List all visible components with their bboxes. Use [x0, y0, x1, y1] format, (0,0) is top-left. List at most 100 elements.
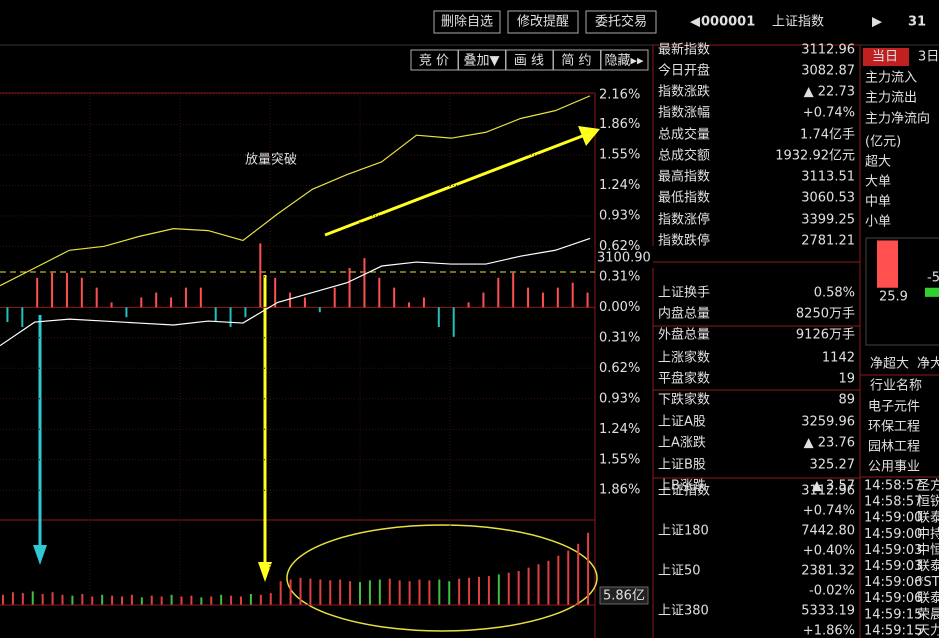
- volume-bar: [249, 593, 252, 605]
- volume-bar: [368, 580, 371, 605]
- quote-label: 外盘总量: [658, 327, 710, 343]
- volume-bar: [11, 592, 14, 605]
- y-tick-label: 2.16%: [599, 87, 640, 102]
- volume-bar: [438, 579, 441, 605]
- trade-name: 圣方: [917, 478, 939, 494]
- volume-bar: [309, 578, 312, 605]
- flow-bar-name: 净超大: [870, 357, 909, 372]
- trade-time: 14:59:00: [864, 527, 922, 542]
- bar-box: [865, 237, 939, 346]
- quote-value: 3082.87: [801, 64, 855, 79]
- quote-value: 3060.53: [801, 191, 855, 206]
- trade-name: 联泰: [917, 511, 939, 526]
- volume-bar: [101, 594, 104, 605]
- breadth-bar: [482, 292, 485, 308]
- y-tick-label: 0.31%: [599, 330, 640, 345]
- price-line: [0, 237, 591, 347]
- breadth-bar: [199, 287, 202, 308]
- breadth-bar: [289, 292, 292, 308]
- breadth-bar: [452, 307, 455, 337]
- breadth-bar: [318, 307, 321, 313]
- tool-label[interactable]: 隐藏▸▸: [604, 54, 644, 69]
- volume-bar: [468, 577, 471, 605]
- breadth-bar: [259, 243, 262, 308]
- y-tick-label: 1.55%: [599, 147, 640, 162]
- tool-label[interactable]: 简 约: [561, 53, 591, 69]
- button-label[interactable]: 委托交易: [595, 14, 647, 30]
- breadth-bar: [170, 297, 173, 308]
- volume-bar: [140, 597, 143, 605]
- volume-bar: [91, 596, 94, 605]
- breadth-bar: [184, 287, 187, 308]
- quote-value: ▲ 22.73: [804, 85, 855, 100]
- volume-bar: [378, 579, 381, 605]
- price-cut: 31: [908, 15, 926, 30]
- volume-bar: [259, 594, 262, 605]
- button-label[interactable]: 修改提醒: [517, 14, 569, 30]
- tab[interactable]: [863, 48, 909, 66]
- tool-label[interactable]: 画 线: [514, 54, 544, 69]
- tab-label[interactable]: 当日: [872, 50, 898, 65]
- label-box: [599, 586, 649, 605]
- volume-bar: [160, 596, 163, 605]
- breadth-bar: [21, 307, 24, 327]
- index-value: 3112.96: [801, 484, 855, 499]
- index-change: +1.86%: [803, 624, 855, 638]
- trade-name: 天力: [917, 623, 939, 638]
- index-value: 2381.32: [801, 564, 855, 579]
- breadth-bar: [36, 277, 39, 308]
- volume-bar: [230, 595, 233, 605]
- code: 000001: [701, 15, 755, 30]
- annotation: 放量突破: [245, 152, 297, 168]
- button[interactable]: [433, 10, 501, 34]
- breadth-bar: [556, 287, 559, 308]
- prev-arrow[interactable]: ◀: [690, 15, 700, 30]
- tool-label[interactable]: 叠加▼: [464, 54, 500, 69]
- breadth-bar: [274, 277, 277, 308]
- flow-label: 主力净流向: [865, 111, 930, 127]
- volume-bar: [448, 581, 451, 605]
- flow-label: (亿元): [865, 135, 901, 150]
- index-value: 7442.80: [801, 524, 855, 539]
- volume-bar: [41, 593, 44, 605]
- breadth-bar: [497, 277, 500, 308]
- volume-bar: [180, 596, 183, 605]
- quote-value: ▲ 3.57: [812, 479, 855, 494]
- volume-bar: [478, 576, 480, 605]
- volume-bar: [71, 595, 74, 605]
- industry-item: 园林工程: [868, 440, 920, 455]
- volume-bar: [2, 594, 4, 605]
- next-arrow[interactable]: ▶: [872, 15, 882, 30]
- button[interactable]: [507, 10, 579, 34]
- trade-time: 14:58:57: [864, 479, 922, 494]
- flow-label: 超大: [865, 155, 891, 170]
- index-value: 5333.19: [801, 604, 855, 619]
- quote-label: 总成交量: [658, 127, 710, 143]
- volume-bar: [81, 593, 84, 605]
- quote-label: 指数涨停: [658, 212, 710, 228]
- volume-bar: [587, 532, 590, 605]
- volume-bar: [527, 567, 530, 605]
- quote-label: 上证A股: [658, 415, 706, 430]
- industry-item: 公用事业: [868, 460, 920, 475]
- volume-bar: [458, 578, 461, 605]
- quote-value: 1.74亿手: [800, 128, 855, 143]
- tool-label[interactable]: 竞 价: [419, 53, 449, 69]
- button-label[interactable]: 删除自选: [441, 15, 493, 30]
- tab-label[interactable]: 3日: [918, 50, 939, 65]
- breadth-bar: [6, 307, 9, 323]
- trade-name: 恒锐: [917, 495, 939, 510]
- breadth-bar: [214, 307, 217, 323]
- volume-bar: [200, 597, 203, 605]
- tool-button[interactable]: [600, 49, 649, 71]
- volume-bar: [537, 564, 540, 605]
- breadth-bar: [378, 277, 381, 308]
- breadth-bar: [348, 267, 351, 308]
- breadth-bar: [229, 307, 232, 327]
- button[interactable]: [585, 10, 657, 34]
- trade-name: 联泰: [917, 591, 939, 606]
- y-tick-label: 0.31%: [599, 269, 640, 284]
- trade-time: 14:59:03: [864, 543, 922, 558]
- breadth-bar: [437, 307, 440, 327]
- y-tick-label: 1.24%: [599, 178, 640, 193]
